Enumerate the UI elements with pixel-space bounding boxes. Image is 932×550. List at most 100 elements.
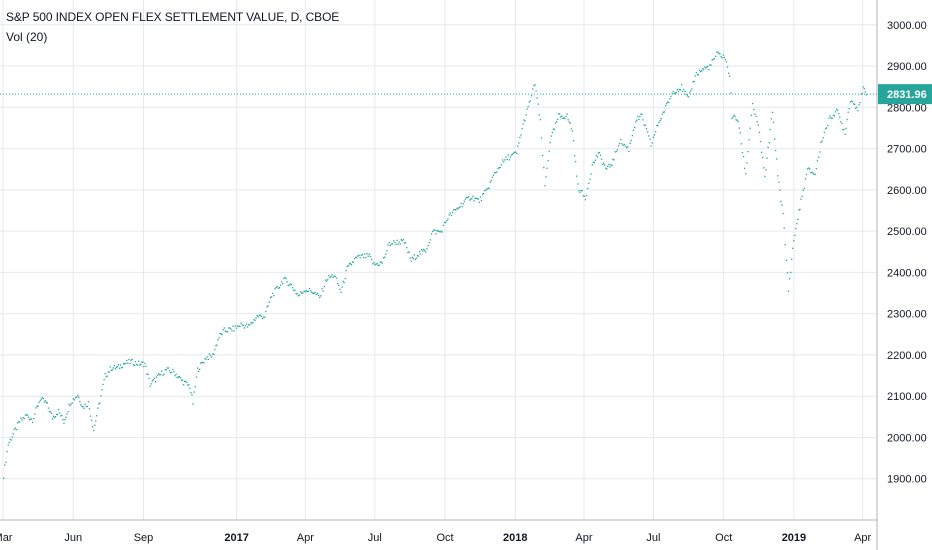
price-point: [653, 134, 656, 136]
price-point: [762, 156, 764, 159]
price-point: [730, 92, 732, 94]
price-point: [656, 124, 658, 127]
price-point: [439, 231, 441, 233]
price-point: [346, 265, 348, 268]
time-tick-label: Jul: [368, 532, 382, 544]
price-point: [544, 185, 546, 187]
price-point: [598, 151, 601, 154]
price-point: [207, 358, 209, 360]
price-point: [103, 379, 105, 381]
price-point: [322, 290, 324, 292]
price-point: [836, 109, 839, 111]
price-point: [442, 224, 445, 227]
price-point: [547, 160, 549, 162]
price-point: [81, 405, 83, 408]
price-point: [667, 101, 669, 103]
price-point: [756, 120, 758, 123]
price-point: [614, 151, 616, 153]
price-point: [241, 324, 243, 326]
price-point: [107, 371, 109, 373]
price-point: [458, 206, 460, 209]
price-point: [66, 413, 68, 415]
price-point: [408, 251, 410, 253]
price-point: [577, 183, 579, 185]
price-point: [293, 289, 295, 291]
volume-indicator-label[interactable]: Vol (20): [6, 30, 48, 44]
price-point: [797, 218, 799, 221]
price-point: [682, 90, 684, 93]
price-point: [291, 287, 294, 289]
price-point: [333, 275, 335, 277]
time-axis[interactable]: Mar Jun Sep 2017 Apr Jul Oct 2018 Apr Jul Oct 2019 A…: [0, 532, 872, 544]
price-point: [727, 72, 730, 74]
price-point: [755, 115, 757, 118]
price-point: [390, 243, 393, 245]
price-point: [553, 128, 556, 131]
price-point: [854, 103, 856, 106]
price-point: [20, 417, 22, 419]
price-point: [750, 114, 753, 116]
time-tick-label: Mar: [0, 532, 13, 544]
price-point: [443, 221, 446, 224]
price-point: [491, 176, 494, 178]
price-point: [86, 405, 88, 408]
price-point: [625, 146, 628, 149]
price-point: [515, 151, 517, 153]
price-point: [447, 218, 449, 220]
price-point: [311, 291, 313, 293]
price-point: [644, 124, 646, 127]
price-point: [212, 353, 214, 355]
price-point: [479, 196, 482, 198]
price-point: [649, 138, 651, 140]
price-point: [505, 156, 507, 158]
price-point: [385, 253, 387, 255]
price-point: [70, 403, 72, 405]
price-point: [737, 120, 739, 123]
price-point: [617, 145, 620, 147]
price-point: [250, 322, 252, 324]
price-point: [646, 131, 649, 133]
price-point: [428, 241, 430, 244]
price-point: [284, 276, 286, 279]
price-point: [177, 376, 179, 378]
price-point: [337, 283, 339, 285]
price-tick-label: 2000.00: [887, 432, 927, 444]
price-point: [425, 251, 427, 253]
price-point: [67, 410, 69, 413]
price-point: [386, 250, 388, 252]
price-point: [589, 178, 591, 180]
price-point: [48, 411, 51, 413]
last-price-tag-label: 2831.96: [887, 89, 927, 101]
price-point: [422, 250, 424, 252]
price-point: [511, 153, 514, 155]
price-tick-label: 2400.00: [887, 267, 927, 279]
price-point: [342, 280, 344, 283]
price-point: [14, 427, 17, 429]
price-point: [456, 207, 458, 209]
price-point: [220, 333, 222, 335]
price-point: [16, 422, 19, 424]
price-point: [174, 375, 176, 377]
price-point: [185, 380, 187, 382]
price-point: [109, 366, 111, 368]
price-point: [61, 414, 63, 416]
price-point: [812, 172, 814, 174]
price-point: [37, 405, 39, 407]
price-point: [113, 365, 115, 367]
price-point: [77, 394, 79, 397]
price-point: [594, 159, 596, 161]
price-point: [150, 383, 152, 385]
price-point: [538, 114, 540, 116]
last-price-tag-background: [878, 84, 932, 105]
price-point: [56, 413, 59, 416]
price-point: [285, 277, 287, 280]
price-point: [570, 128, 573, 130]
price-point: [429, 239, 432, 241]
price-point: [512, 152, 515, 154]
price-point: [148, 377, 150, 380]
price-point: [600, 158, 603, 160]
price-point: [83, 407, 85, 409]
price-point: [187, 384, 189, 386]
price-axis[interactable]: 1900.00 2000.00 2100.00 2200.00 2300.00 2400.…: [887, 20, 927, 486]
